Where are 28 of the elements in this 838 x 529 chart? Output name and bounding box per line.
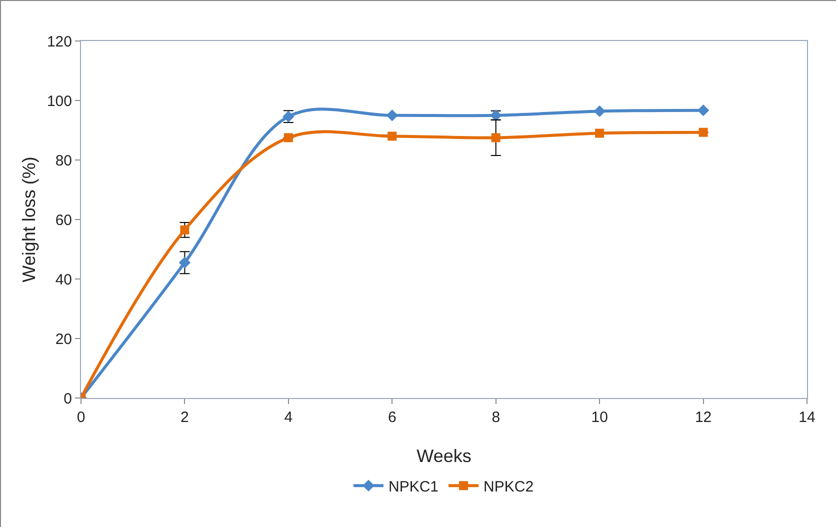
x-tick-label: 8 <box>492 409 500 426</box>
legend-label: NPKC1 <box>388 478 439 496</box>
x-tick-label: 6 <box>388 409 396 426</box>
legend-label: NPKC2 <box>484 478 534 496</box>
point <box>697 104 710 116</box>
point <box>491 133 500 142</box>
y-tick-label: 120 <box>46 33 72 50</box>
x-tick-label: 2 <box>180 409 189 426</box>
point <box>594 105 606 118</box>
point <box>284 133 293 142</box>
point <box>698 128 708 137</box>
point <box>178 256 191 268</box>
x-tick-label: 10 <box>591 409 608 426</box>
x-tick-label: 14 <box>798 409 816 426</box>
y-tick-label: 40 <box>55 271 72 288</box>
y-axis-title: Weight loss (%) <box>19 156 39 282</box>
y-tick-label: 80 <box>55 152 72 170</box>
x-tick-label: 0 <box>76 409 86 426</box>
y-tick-label: 100 <box>46 92 72 110</box>
y-tick-label: 20 <box>55 330 72 348</box>
x-tick-label: 4 <box>284 409 293 426</box>
y-tick-label: 0 <box>64 390 72 408</box>
y-tick-label: 60 <box>55 212 72 229</box>
x-axis-title: Weeks <box>416 446 472 466</box>
point <box>595 128 604 138</box>
point <box>388 132 397 141</box>
point <box>386 110 398 122</box>
x-tick-label: 12 <box>694 409 712 426</box>
